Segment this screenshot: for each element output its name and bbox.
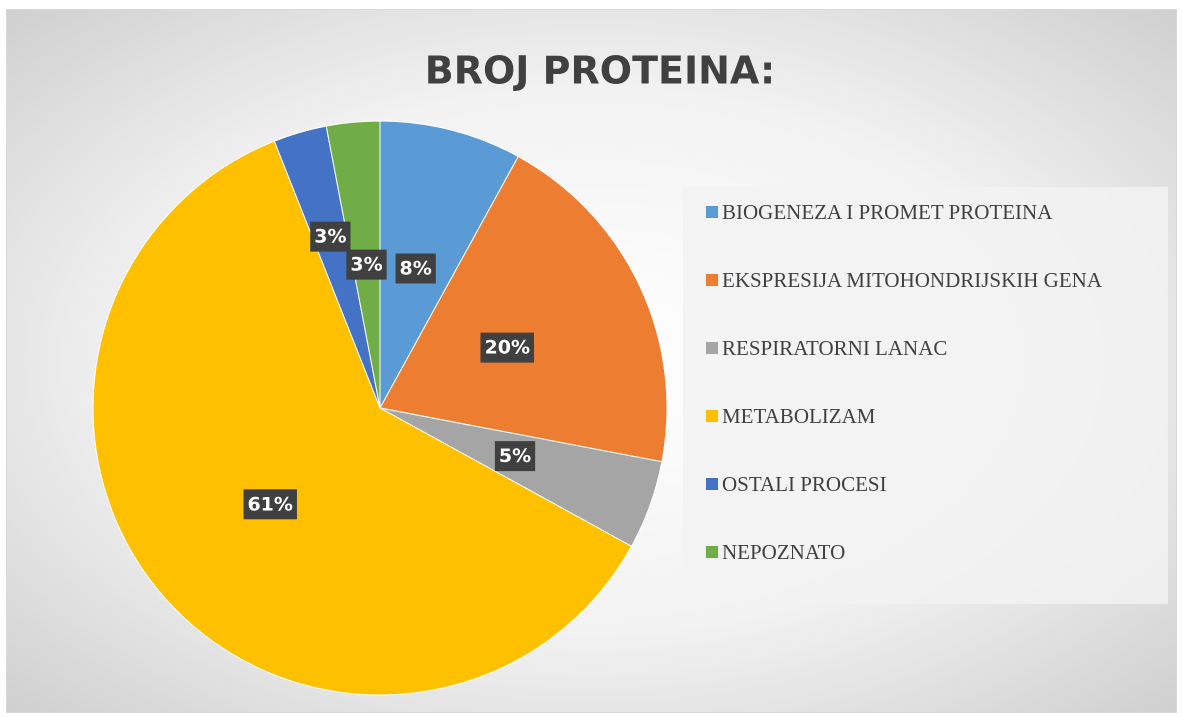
data-label-group: 3% [346, 249, 387, 280]
data-label-group: 61% [243, 489, 297, 520]
legend-label: BIOGENEZA I PROMET PROTEINA [722, 200, 1053, 224]
legend-marker [706, 478, 718, 490]
pie-slice [379, 120, 519, 409]
legend-entry: NEPOZNATO [706, 539, 1162, 565]
legend-label: METABOLIZAM [722, 404, 876, 428]
legend-entry: BIOGENEZA I PROMET PROTEINA [706, 199, 1162, 225]
pie-slice [92, 140, 633, 696]
data-label: 3% [314, 226, 346, 248]
data-label: 5% [499, 445, 531, 467]
legend: BIOGENEZA I PROMET PROTEINA EKSPRESIJA MI… [683, 187, 1168, 604]
data-label-box [346, 249, 387, 280]
legend-entry: OSTALI PROCESI [706, 471, 1162, 497]
data-label-box [395, 253, 436, 284]
legend-label: NEPOZNATO [722, 540, 846, 564]
legend-label: OSTALI PROCESI [722, 472, 887, 496]
legend-marker [706, 410, 718, 422]
legend-entry: METABOLIZAM [706, 403, 1162, 429]
legend-label: RESPIRATORNI LANAC [722, 336, 948, 360]
data-label-group: 20% [480, 332, 534, 363]
data-label-group: 5% [494, 441, 536, 472]
legend-marker [706, 546, 718, 558]
data-label-box [494, 441, 536, 472]
data-label-group: 3% [310, 221, 351, 252]
legend-label: EKSPRESIJA MITOHONDRIJSKIH GENA [722, 268, 1102, 292]
legend-marker [706, 274, 718, 286]
chart-title: BROJ PROTEINA: [425, 49, 775, 93]
pie-slice [379, 155, 668, 463]
data-label: 20% [485, 337, 530, 359]
data-label-group: 8% [395, 253, 436, 284]
legend-marker [706, 206, 718, 218]
data-label: 8% [400, 258, 432, 280]
data-label-box [480, 332, 534, 363]
data-label: 61% [247, 493, 292, 515]
data-label-box [310, 221, 351, 252]
data-label-box [243, 489, 297, 520]
legend-entry: RESPIRATORNI LANAC [706, 335, 1162, 361]
data-label: 3% [350, 254, 382, 276]
legend-marker [706, 342, 718, 354]
legend-entry: EKSPRESIJA MITOHONDRIJSKIH GENA [706, 267, 1162, 293]
